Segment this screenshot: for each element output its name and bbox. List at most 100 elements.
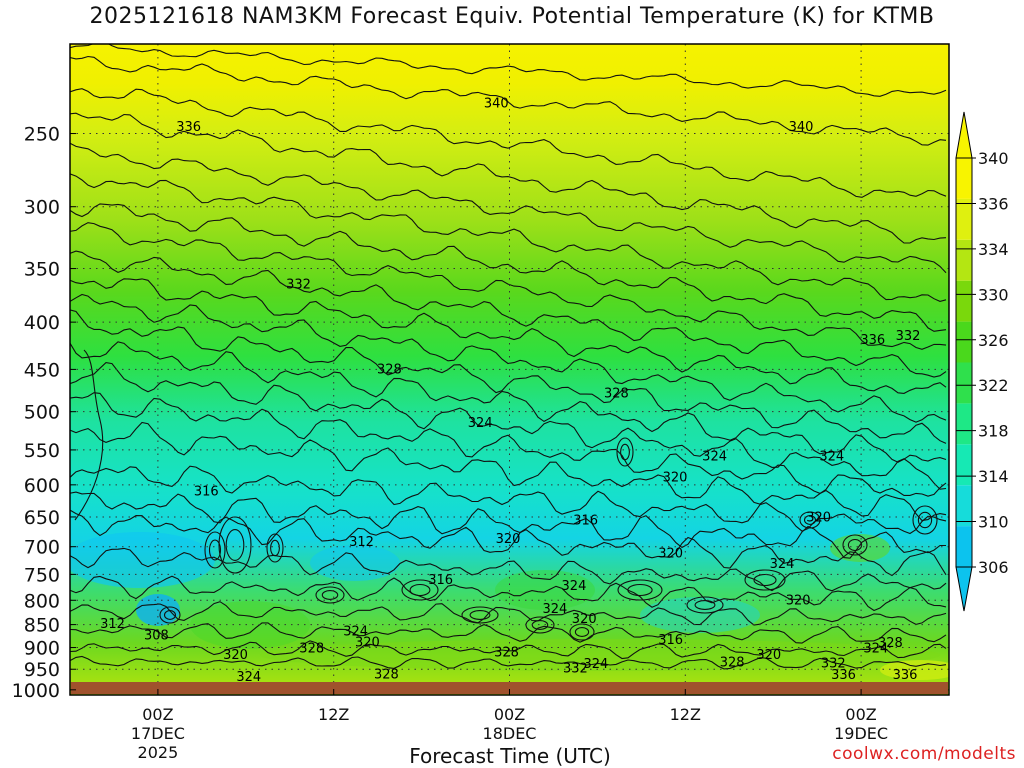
contour-label: 328: [377, 362, 402, 377]
contour-line: [70, 341, 947, 463]
contour-label: 332: [896, 329, 921, 344]
contour-label: 324: [468, 416, 493, 431]
contour-label: 336: [893, 668, 918, 683]
colorbar-cap-bottom: [955, 566, 973, 612]
contour-lines: [70, 44, 947, 670]
contour-loop: [917, 511, 933, 529]
contour-loop: [847, 538, 863, 552]
contour-line: [70, 640, 947, 660]
contour-label: 324: [863, 641, 888, 656]
contour-loop: [218, 516, 252, 574]
y-tick-label: 300: [24, 197, 60, 219]
x-tick-label: 00Z: [845, 705, 876, 724]
x-tick-label: 00Z: [494, 705, 525, 724]
contour-loop: [574, 627, 590, 637]
contour-line: [70, 362, 947, 490]
contour-loop: [270, 539, 280, 557]
contour-loop: [803, 515, 817, 525]
contour-loop: [315, 586, 345, 604]
y-tick-label: 950: [24, 659, 60, 681]
contour-loop: [617, 579, 663, 601]
contour-label: 324: [236, 670, 261, 685]
colorbar-segment: [956, 158, 972, 199]
colorbar-label: 314: [978, 467, 1009, 486]
x-tick-label: 18DEC: [483, 724, 537, 743]
cold-pocket: [640, 597, 760, 633]
contour-label: 320: [223, 648, 248, 663]
credit-link[interactable]: coolwx.com/modelts: [832, 744, 1016, 764]
contour-loop: [627, 583, 653, 597]
colorbar-segment: [956, 403, 972, 445]
colorbar-segment: [956, 198, 972, 240]
contour-loop: [163, 610, 177, 620]
contour-label: 324: [343, 625, 368, 640]
colorbar-label: 334: [978, 240, 1009, 259]
contour-loop: [409, 583, 431, 597]
y-tick-label: 600: [24, 475, 60, 497]
contour-label: 316: [658, 633, 683, 648]
y-axis: 2503003504004505005506006507007508008509…: [12, 124, 76, 702]
contour-loop: [620, 443, 630, 461]
colorbar-label: 340: [978, 149, 1009, 168]
contour-loop: [401, 579, 439, 601]
colorbar-segment: [956, 362, 972, 404]
contour-line: [70, 293, 947, 423]
y-tick-label: 700: [24, 537, 60, 559]
contour-line: [70, 509, 947, 577]
contour-label: 320: [496, 532, 521, 547]
contour-line: [70, 655, 947, 670]
contour-loop: [469, 610, 491, 620]
contour-loop: [461, 606, 499, 624]
contour-line: [70, 421, 947, 522]
colorbar-segment: [956, 444, 972, 486]
contour-line: [70, 44, 947, 97]
contour-line: [70, 173, 947, 302]
contour-label: 324: [543, 602, 568, 617]
contour-line: [70, 112, 947, 244]
contour-label: 336: [860, 333, 885, 348]
contour-loop: [744, 569, 786, 591]
y-tick-label: 350: [24, 259, 60, 281]
contour-label: 328: [299, 641, 324, 656]
colorbar-label: 306: [978, 558, 1009, 577]
contour-label: 316: [194, 484, 219, 499]
contour-loop: [266, 533, 284, 563]
contour-loop: [842, 534, 868, 556]
chart-title: 2025121618 NAM3KM Forecast Equiv. Potent…: [89, 4, 935, 29]
contour-label: 320: [786, 593, 811, 608]
colorbar-segment: [956, 485, 972, 527]
contour-label: 320: [663, 470, 688, 485]
contour-label: 336: [831, 668, 856, 683]
warm-pocket: [190, 601, 310, 649]
y-tick-label: 650: [24, 507, 60, 529]
contour-label: 324: [562, 579, 587, 594]
x-tick-label: 12Z: [318, 705, 349, 724]
contour-label: 332: [821, 657, 846, 672]
contour-loop: [694, 600, 716, 610]
y-tick-label: 250: [24, 124, 60, 146]
contour-line: [70, 547, 947, 592]
contour-line: [70, 222, 947, 350]
contour-loop: [569, 623, 595, 641]
contour-label: 324: [770, 557, 795, 572]
contour-label: 328: [374, 667, 399, 682]
contour-loop: [686, 596, 724, 614]
warm-band: [260, 639, 940, 671]
x-tick-label: 17DEC: [131, 724, 185, 743]
contour-label: 336: [176, 120, 201, 135]
contour-label: 340: [789, 120, 814, 135]
contour-line: [70, 250, 947, 378]
contour-label: 312: [349, 535, 374, 550]
contour-line: [70, 491, 946, 559]
colorbar-segment: [956, 526, 972, 567]
colorbar-label: 310: [978, 513, 1009, 532]
y-tick-label: 450: [24, 359, 60, 381]
contour-line: [70, 203, 947, 332]
contour-loop: [799, 511, 821, 529]
gridlines: [70, 44, 949, 695]
cold-pocket: [310, 545, 400, 581]
contour-label: 328: [494, 645, 519, 660]
